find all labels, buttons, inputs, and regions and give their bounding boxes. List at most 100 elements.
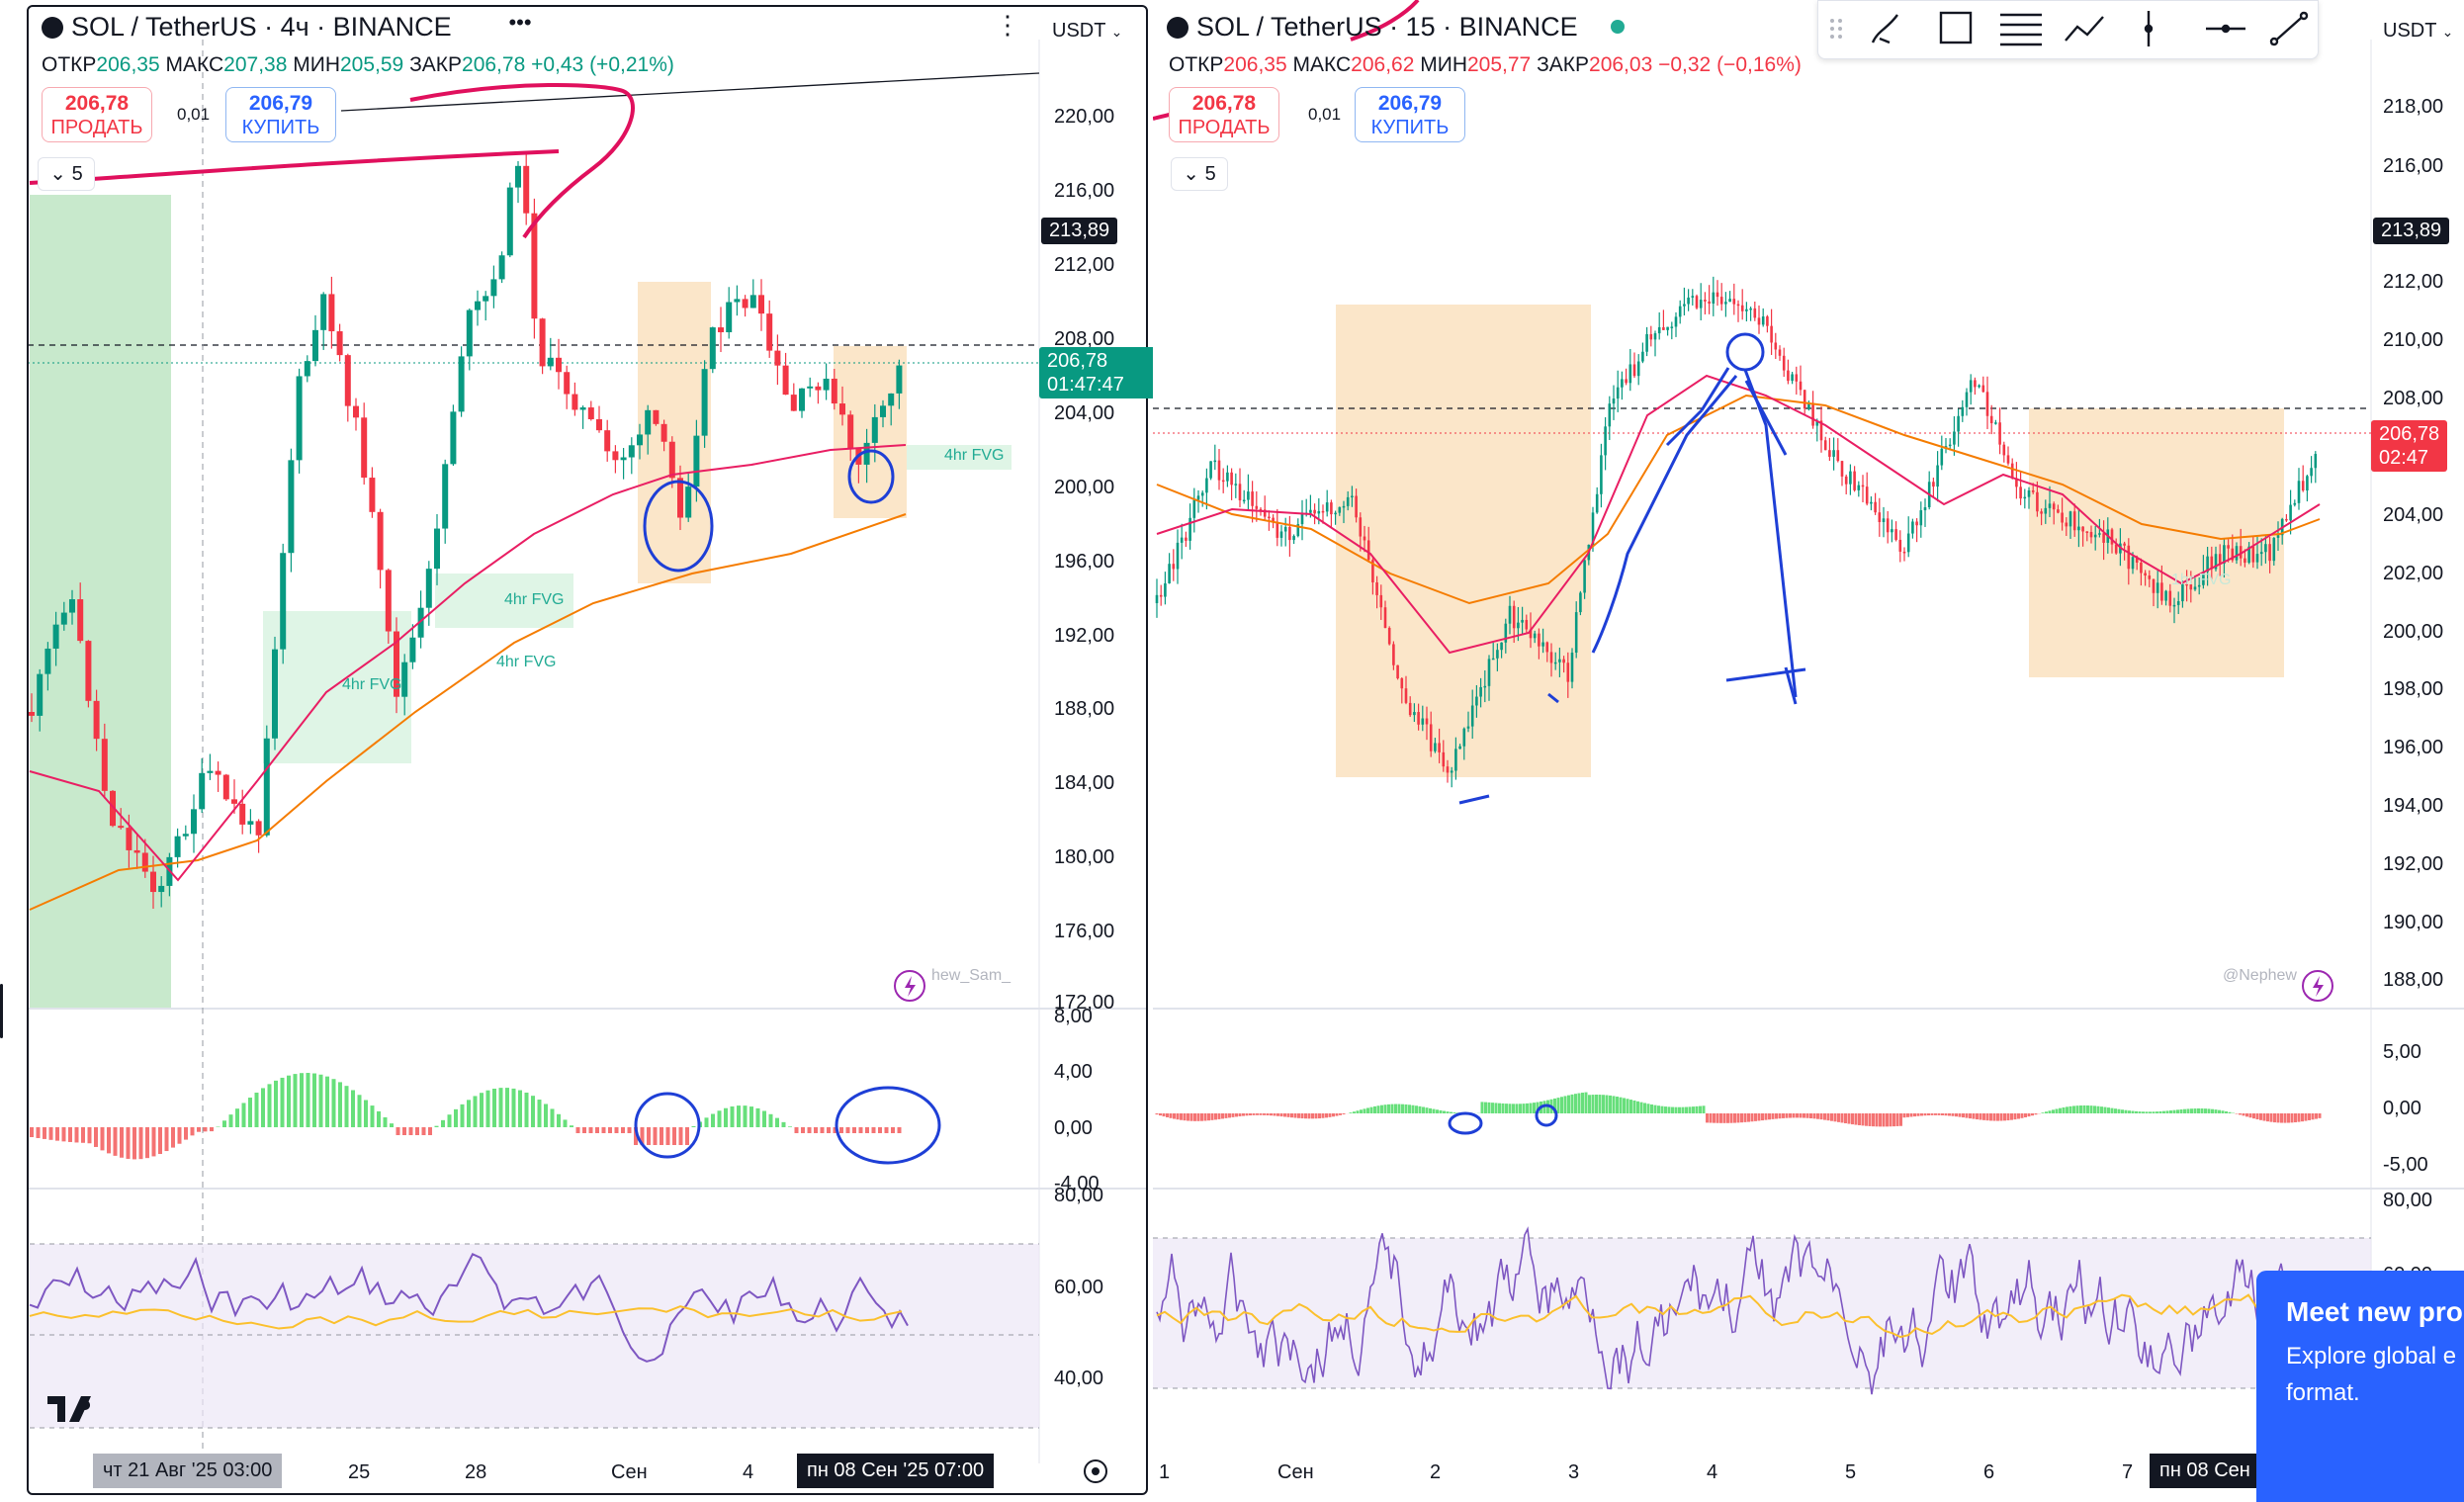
- blue-circle-1[interactable]: [643, 480, 714, 573]
- time-label: Сен: [1277, 1461, 1314, 1483]
- candle-body: [1525, 619, 1529, 630]
- trend-line[interactable]: [340, 72, 1040, 112]
- macd-bar: [2283, 1113, 2287, 1123]
- macd-bar: [1553, 1098, 1556, 1113]
- macd-bar: [730, 1105, 735, 1127]
- macd-bar: [415, 1127, 419, 1135]
- chart-pane-left[interactable]: SOL / TetherUS · 4ч · BINANCE ••• ⋮ USDT…: [0, 0, 1153, 1502]
- buy-button[interactable]: 206,79 КУПИТЬ: [1355, 87, 1465, 142]
- candle-body: [1712, 292, 1716, 305]
- axis-tick-label: 216,00: [1054, 180, 1115, 202]
- macd-bar: [1342, 1113, 1346, 1114]
- candle-body: [1844, 476, 1848, 485]
- macd-bar: [312, 1073, 316, 1127]
- macd-bar: [1629, 1100, 1632, 1113]
- macd-bar: [1602, 1095, 1605, 1113]
- pink-drawing-line[interactable]: [29, 149, 560, 185]
- candle-body: [1811, 402, 1814, 426]
- candle-body: [498, 255, 505, 280]
- vertical-line-icon[interactable]: [2144, 11, 2154, 46]
- macd-bar: [370, 1105, 375, 1127]
- fvg-label: 4hr FVG: [504, 591, 565, 608]
- macd-bar: [1390, 1104, 1394, 1113]
- sell-button[interactable]: 206,78 ПРОДАТЬ: [1169, 87, 1279, 142]
- drawing-toolbar[interactable]: [1817, 0, 2319, 59]
- right-chart-canvas[interactable]: [1153, 0, 2464, 1502]
- axis-tick-label: 176,00: [1054, 921, 1115, 942]
- macd-bar: [2072, 1105, 2075, 1113]
- sidebar-edge-handle[interactable]: [0, 984, 3, 1038]
- candle-body: [1213, 460, 1217, 463]
- macd-bar: [1927, 1113, 1930, 1116]
- blue-circle-2[interactable]: [847, 449, 895, 504]
- macd-bar: [81, 1127, 85, 1143]
- macd-bar: [2096, 1105, 2100, 1113]
- macd-bar: [2169, 1110, 2172, 1113]
- macd-bar: [1339, 1113, 1342, 1115]
- candle-body: [1687, 297, 1690, 305]
- quantity-value[interactable]: 0,01: [177, 105, 211, 124]
- candle-body: [2244, 558, 2246, 564]
- blue-circle-2[interactable]: [1535, 1104, 1558, 1127]
- candle-body: [1770, 325, 1773, 343]
- blue-stick-figure[interactable]: [1458, 332, 1806, 805]
- macd-bar: [1729, 1113, 1733, 1123]
- symbol-header[interactable]: SOL / TetherUS · 15 · BINANCE: [1167, 12, 1626, 43]
- blue-circle-1[interactable]: [1448, 1111, 1483, 1135]
- candle-body: [1355, 495, 1358, 518]
- axis-tick-label: 0,00: [2383, 1098, 2421, 1119]
- macd-bar: [1318, 1113, 1321, 1119]
- macd-bar: [1895, 1113, 1899, 1126]
- indicators-toggle[interactable]: ⌄ 5: [38, 157, 95, 191]
- left-chart-canvas[interactable]: [0, 0, 1153, 1502]
- horizontal-ray-icon[interactable]: [2206, 24, 2245, 34]
- candle-body: [1740, 305, 1744, 311]
- trend-line-icon[interactable]: [2269, 11, 2309, 46]
- chart-pane-right[interactable]: SOL / TetherUS · 15 · BINANCE USDT ⌄ ОТК…: [1153, 0, 2464, 1502]
- macd-bar: [897, 1127, 902, 1133]
- macd-bar: [1293, 1113, 1297, 1118]
- rectangle-icon[interactable]: [1939, 11, 1973, 44]
- promo-popup[interactable]: Meet new pro Explore global e format.: [2256, 1271, 2464, 1502]
- quantity-value[interactable]: 0,01: [1308, 105, 1342, 124]
- more-options-icon[interactable]: •••: [508, 10, 532, 35]
- currency-selector[interactable]: USDT ⌄: [1052, 20, 1122, 43]
- brush-icon[interactable]: [1871, 14, 1898, 44]
- macd-bar: [1778, 1113, 1782, 1119]
- sell-label: ПРОДАТЬ: [1178, 117, 1271, 138]
- macd-bar: [1363, 1108, 1366, 1113]
- settings-icon[interactable]: [1084, 1459, 1107, 1483]
- macd-bar: [1992, 1113, 1996, 1121]
- symbol-header[interactable]: SOL / TetherUS · 4ч · BINANCE: [42, 12, 452, 43]
- candle-body: [701, 369, 708, 436]
- candle-body: [515, 165, 521, 188]
- candle-body: [1994, 422, 1997, 424]
- grip-icon[interactable]: [1830, 19, 1842, 39]
- buy-button[interactable]: 206,79 КУПИТЬ: [225, 87, 336, 142]
- time-label: 25: [348, 1461, 371, 1483]
- candle-body: [1500, 642, 1503, 651]
- candle-body: [2077, 526, 2080, 531]
- current-time-tag: пн 08 Сен: [2150, 1454, 2260, 1488]
- indicators-toggle[interactable]: ⌄ 5: [1171, 157, 1228, 191]
- macd-bar: [1196, 1113, 1200, 1121]
- blue-circle-3[interactable]: [634, 1092, 701, 1159]
- macd-bar: [1865, 1113, 1868, 1126]
- ma-fast-line: [1156, 374, 2321, 655]
- candle-body: [2310, 468, 2313, 477]
- fib-icon[interactable]: [2000, 13, 2042, 46]
- pink-drawing-arc[interactable]: [1350, 0, 1420, 42]
- candle-body: [2285, 518, 2288, 521]
- currency-selector[interactable]: USDT ⌄: [2383, 20, 2453, 43]
- path-icon[interactable]: [2065, 16, 2104, 42]
- candle-body: [1470, 705, 1474, 727]
- pink-drawing-arc[interactable]: [409, 82, 635, 239]
- rsi-line: [1156, 1226, 2321, 1395]
- menu-dots-icon[interactable]: ⋮: [995, 10, 1020, 40]
- candle-body: [1902, 551, 1906, 554]
- blue-circle-4[interactable]: [835, 1086, 941, 1165]
- macd-bar: [1217, 1113, 1221, 1119]
- candle-body: [1363, 536, 1366, 541]
- sell-button[interactable]: 206,78 ПРОДАТЬ: [42, 87, 152, 142]
- macd-bar: [158, 1127, 162, 1155]
